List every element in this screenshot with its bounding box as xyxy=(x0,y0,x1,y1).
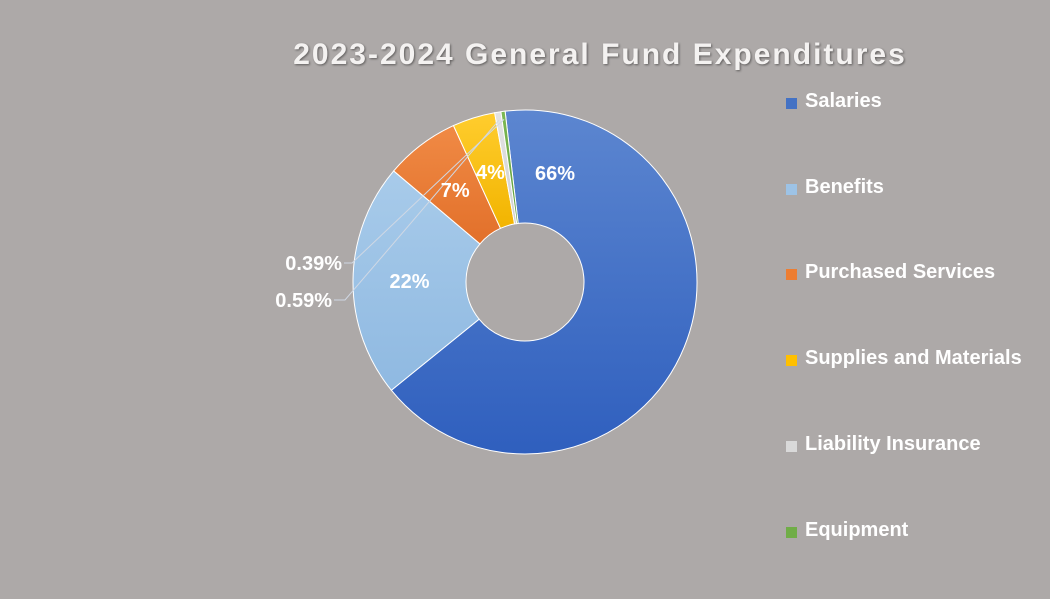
legend-label-equipment: Equipment xyxy=(805,519,909,541)
legend-item-salaries: Salaries xyxy=(786,90,1035,116)
legend-swatch-salaries xyxy=(786,98,797,109)
legend-swatch-equipment xyxy=(786,527,797,538)
data-label-liability-insurance: 0.59% xyxy=(275,290,332,312)
legend-label-supplies-and-materials: Supplies and Materials xyxy=(805,347,1022,369)
legend-item-liability-insurance: Liability Insurance xyxy=(786,433,1035,459)
leader-lines xyxy=(334,118,505,301)
slice-equipment xyxy=(500,110,519,225)
leader-line-liability-insurance xyxy=(334,119,500,301)
legend-swatch-purchased-services xyxy=(786,269,797,280)
legend-label-salaries: Salaries xyxy=(805,90,882,112)
legend-item-equipment: Equipment xyxy=(786,519,1035,545)
data-label-purchased-services: 7% xyxy=(441,180,470,202)
legend-label-benefits: Benefits xyxy=(805,176,884,198)
data-label-equipment: 0.39% xyxy=(285,253,342,275)
legend-label-purchased-services: Purchased Services xyxy=(805,261,996,283)
data-label-supplies-and-materials: 4% xyxy=(476,162,505,184)
legend-item-purchased-services: Purchased Services xyxy=(786,261,1035,287)
legend-item-benefits: Benefits xyxy=(786,176,1035,202)
legend-swatch-supplies-and-materials xyxy=(786,355,797,366)
leader-line-equipment xyxy=(344,118,505,264)
legend-label-liability-insurance: Liability Insurance xyxy=(805,433,981,455)
slice-salaries xyxy=(390,109,698,455)
data-label-salaries: 66% xyxy=(535,163,575,185)
legend-item-supplies-and-materials: Supplies and Materials xyxy=(786,347,1035,373)
slice-benefits xyxy=(352,170,481,391)
data-label-benefits: 22% xyxy=(389,271,429,293)
legend-swatch-liability-insurance xyxy=(786,441,797,452)
chart-title: 2023-2024 General Fund Expenditures xyxy=(293,38,907,71)
legend-swatch-benefits xyxy=(786,184,797,195)
data-labels: 66% 22% 7% 4% 0.59% 0.39% xyxy=(275,162,575,312)
donut-slices xyxy=(352,109,698,455)
